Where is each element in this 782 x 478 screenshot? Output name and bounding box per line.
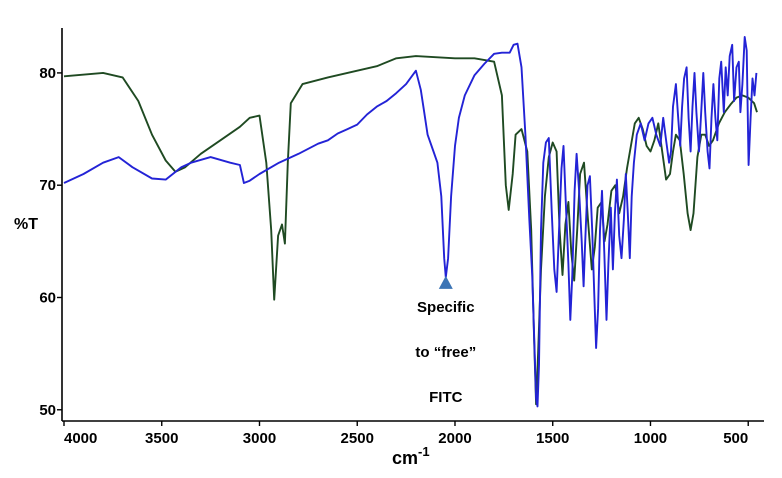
plot-lines — [63, 36, 758, 408]
x-axis-label-exponent: -1 — [418, 444, 430, 459]
annotation-marker — [438, 275, 453, 289]
x-tick-label: 2000 — [438, 430, 471, 447]
annotation-text: FITC — [429, 389, 462, 406]
x-tick-label: 4000 — [64, 430, 97, 447]
y-tick-label: 60 — [39, 289, 56, 306]
x-tick-label: 3500 — [145, 430, 178, 447]
x-tick-label: 3000 — [243, 430, 276, 447]
x-axis-label: cm-1 — [392, 444, 430, 468]
x-tick-label: 2500 — [341, 430, 374, 447]
y-tick-label: 50 — [39, 402, 56, 419]
x-axis-label-unit: cm — [392, 448, 418, 468]
x-tick-label: 1500 — [536, 430, 569, 447]
y-axis-ticks: 50 60 70 80 — [39, 65, 62, 419]
series-line-1 — [63, 55, 758, 406]
y-tick-label: 70 — [39, 177, 56, 194]
y-axis-label: %T — [14, 216, 38, 233]
annotation-text: Specific — [417, 299, 475, 316]
y-tick-label: 80 — [39, 65, 56, 82]
x-tick-label: 1000 — [634, 430, 667, 447]
x-tick-label: 500 — [723, 430, 748, 447]
annotation-layer: Specific to “free” FITC — [415, 275, 476, 406]
annotation-text: to “free” — [415, 344, 476, 361]
series-line-2 — [63, 36, 758, 408]
x-axis-ticks: 4000 3500 3000 2500 2000 1500 1000 500 — [63, 421, 749, 447]
